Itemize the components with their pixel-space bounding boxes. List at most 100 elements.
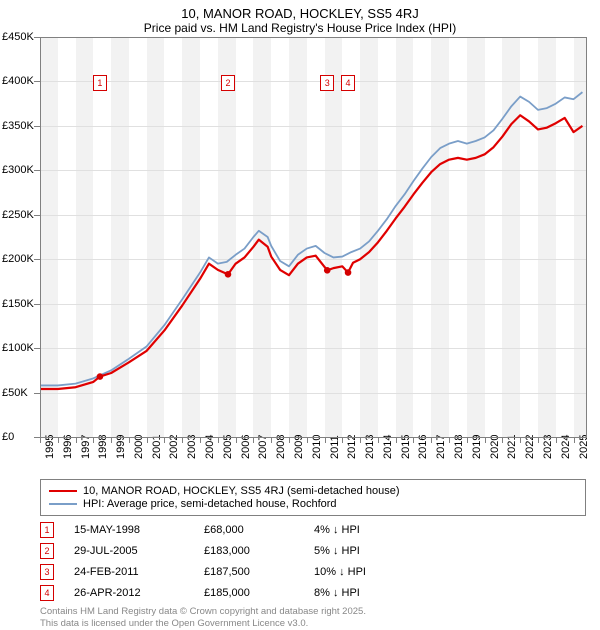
x-tick [289,437,290,443]
transaction-row: 324-FEB-2011£187,50010% ↓ HPI [40,564,586,580]
transaction-diff: 4% ↓ HPI [314,524,424,536]
transaction-row: 1 15-MAY-1998 £68,000 4% ↓ HPI [40,522,586,538]
x-axis-label: 2009 [293,435,305,459]
x-axis-label: 2004 [204,435,216,459]
x-axis-label: 2023 [542,435,554,459]
transaction-row: 4 26-APR-2012 £185,000 8% ↓ HPI [40,585,586,601]
x-tick [467,437,468,443]
transaction-date: 26-APR-2012 [74,587,184,599]
chart-container: 10, MANOR ROAD, HOCKLEY, SS5 4RJ Price p… [0,0,600,620]
x-tick [485,437,486,443]
x-tick [449,437,450,443]
x-tick [40,437,41,443]
y-axis-label: £50K [2,387,28,399]
y-axis-label: £100K [2,342,34,354]
sale-dot [345,269,352,276]
x-axis-label: 1997 [80,435,92,459]
x-axis-label: 2024 [560,435,572,459]
attribution-footer: Contains HM Land Registry data © Crown c… [40,606,586,630]
x-tick [58,437,59,443]
transaction-diff: 8% ↓ HPI [314,587,424,599]
x-tick [538,437,539,443]
x-axis-label: 2014 [382,435,394,459]
x-axis-label: 2010 [311,435,323,459]
x-tick [574,437,575,443]
y-axis-label: £400K [2,75,34,87]
x-tick [413,437,414,443]
x-tick [556,437,557,443]
x-axis-label: 2006 [240,435,252,459]
x-axis-label: 2025 [578,435,590,459]
y-axis-label: £300K [2,164,34,176]
footer-line: Contains HM Land Registry data © Crown c… [40,606,586,618]
y-axis-label: £150K [2,298,34,310]
x-axis-label: 2017 [435,435,447,459]
x-axis-label: 2022 [524,435,536,459]
sale-marker-box: 4 [341,75,355,91]
transaction-diff: 5% ↓ HPI [314,545,424,557]
sale-dot [225,271,232,278]
x-axis-label: 2002 [168,435,180,459]
x-axis-label: 2013 [364,435,376,459]
x-tick [396,437,397,443]
transaction-price: £183,000 [204,545,294,557]
chart-plot-area: £0£50K£100K£150K£200K£250K£300K£350K£400… [40,37,586,437]
x-axis-label: 2000 [133,435,145,459]
sale-dot [324,267,331,274]
x-axis-label: 2012 [346,435,358,459]
x-axis-label: 2008 [275,435,287,459]
chart-subtitle: Price paid vs. HM Land Registry's House … [0,21,600,35]
lines-svg [40,37,586,437]
y-axis-label: £200K [2,253,34,265]
x-tick [520,437,521,443]
transaction-price: £68,000 [204,524,294,536]
x-tick [164,437,165,443]
series-line [40,115,582,389]
x-tick [378,437,379,443]
y-axis-label: £250K [2,209,34,221]
x-tick [218,437,219,443]
transaction-marker: 1 [40,522,54,538]
series-line [40,92,582,385]
x-tick [147,437,148,443]
x-tick [325,437,326,443]
transaction-price: £185,000 [204,587,294,599]
transaction-marker: 2 [40,543,54,559]
x-axis-label: 2003 [186,435,198,459]
x-axis-label: 2007 [257,435,269,459]
transactions-table: 115-MAY-1998£68,0004% ↓ HPI229-JUL-2005£… [40,522,586,601]
legend-swatch [49,490,77,492]
x-axis-label: 2018 [453,435,465,459]
legend-label: 10, MANOR ROAD, HOCKLEY, SS5 4RJ (semi-d… [83,485,399,497]
legend-row: 10, MANOR ROAD, HOCKLEY, SS5 4RJ (semi-d… [49,485,577,497]
legend-label: HPI: Average price, semi-detached house,… [83,498,337,510]
y-axis-label: £450K [2,31,34,43]
transaction-date: 15-MAY-1998 [74,524,184,536]
chart-title: 10, MANOR ROAD, HOCKLEY, SS5 4RJ [0,0,600,21]
x-axis-label: 1999 [115,435,127,459]
sale-marker-box: 2 [221,75,235,91]
x-tick [182,437,183,443]
y-axis-label: £350K [2,120,34,132]
sale-dot [97,373,104,380]
x-tick [93,437,94,443]
transaction-diff: 10% ↓ HPI [314,566,424,578]
x-tick [111,437,112,443]
legend-swatch [49,503,77,505]
x-tick [76,437,77,443]
x-tick [236,437,237,443]
legend-row: HPI: Average price, semi-detached house,… [49,498,577,510]
x-tick [253,437,254,443]
transaction-marker: 3 [40,564,54,580]
transaction-marker: 4 [40,585,54,601]
x-tick [502,437,503,443]
y-axis-label: £0 [2,431,14,443]
transaction-date: 24-FEB-2011 [74,566,184,578]
x-axis-label: 1996 [62,435,74,459]
x-axis-label: 2019 [471,435,483,459]
x-axis-label: 2011 [329,435,341,459]
x-axis-label: 1995 [44,435,56,459]
x-tick [200,437,201,443]
x-tick [307,437,308,443]
x-tick [129,437,130,443]
